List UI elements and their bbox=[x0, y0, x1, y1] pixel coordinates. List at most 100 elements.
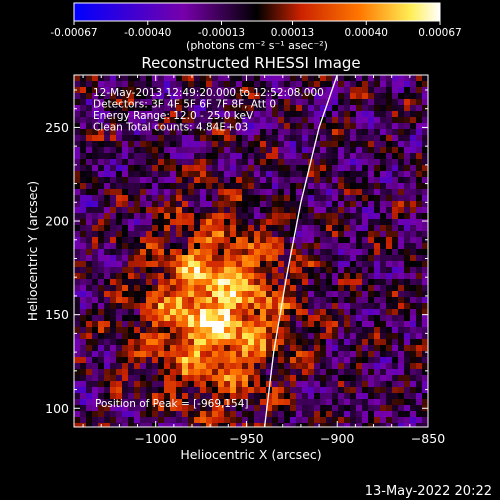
heatmap-cell bbox=[386, 207, 393, 214]
heatmap-cell bbox=[188, 399, 195, 406]
heatmap-cell bbox=[134, 75, 141, 82]
heatmap-cell bbox=[152, 321, 159, 328]
heatmap-cell bbox=[404, 87, 411, 94]
heatmap-cell bbox=[308, 303, 315, 310]
heatmap-cell bbox=[296, 411, 303, 418]
heatmap-cell bbox=[320, 339, 327, 346]
heatmap-cell bbox=[362, 159, 369, 166]
heatmap-cell bbox=[308, 417, 315, 424]
heatmap-cell bbox=[368, 405, 375, 412]
heatmap-cell bbox=[284, 285, 291, 292]
heatmap-cell bbox=[260, 333, 267, 340]
heatmap-cell bbox=[368, 105, 375, 112]
heatmap-cell bbox=[302, 141, 309, 148]
heatmap-cell bbox=[182, 111, 189, 118]
heatmap-cell bbox=[194, 351, 201, 358]
heatmap-cell bbox=[152, 123, 159, 130]
heatmap-cell bbox=[296, 213, 303, 220]
heatmap-cell bbox=[320, 393, 327, 400]
heatmap-cell bbox=[134, 387, 141, 394]
heatmap-cell bbox=[374, 195, 381, 202]
heatmap-cell bbox=[404, 243, 411, 250]
heatmap-cell bbox=[128, 291, 135, 298]
heatmap-cell bbox=[158, 141, 165, 148]
heatmap-cell bbox=[416, 417, 423, 424]
heatmap-cell bbox=[338, 381, 345, 388]
heatmap-cell bbox=[194, 321, 201, 328]
heatmap-cell bbox=[386, 255, 393, 262]
heatmap-cell bbox=[212, 261, 219, 268]
heatmap-cell bbox=[314, 375, 321, 382]
heatmap-cell bbox=[320, 327, 327, 334]
heatmap-cell bbox=[302, 147, 309, 154]
heatmap-cell bbox=[224, 189, 231, 196]
heatmap-cell bbox=[410, 153, 417, 160]
heatmap-cell bbox=[332, 165, 339, 172]
heatmap-cell bbox=[104, 81, 111, 88]
heatmap-cell bbox=[230, 93, 237, 100]
heatmap-cell bbox=[422, 291, 428, 298]
heatmap-cell bbox=[92, 309, 99, 316]
heatmap-cell bbox=[242, 261, 249, 268]
heatmap-cell bbox=[152, 183, 159, 190]
heatmap-cell bbox=[278, 195, 285, 202]
heatmap-cell bbox=[212, 411, 219, 418]
heatmap-cell bbox=[206, 261, 213, 268]
heatmap-cell bbox=[422, 153, 428, 160]
heatmap-cell bbox=[362, 291, 369, 298]
heatmap-cell bbox=[332, 195, 339, 202]
heatmap-cell bbox=[116, 111, 123, 118]
heatmap-cell bbox=[158, 87, 165, 94]
heatmap-cell bbox=[248, 177, 255, 184]
heatmap-cell bbox=[224, 129, 231, 136]
heatmap-cell bbox=[152, 351, 159, 358]
heatmap-cell bbox=[368, 387, 375, 394]
heatmap-cell bbox=[152, 237, 159, 244]
heatmap-cell bbox=[116, 219, 123, 226]
heatmap-cell bbox=[332, 153, 339, 160]
heatmap-cell bbox=[98, 123, 105, 130]
heatmap-cell bbox=[110, 159, 117, 166]
heatmap-cell bbox=[416, 123, 423, 130]
heatmap-cell bbox=[332, 147, 339, 154]
heatmap-cell bbox=[284, 123, 291, 130]
heatmap-cell bbox=[422, 99, 428, 106]
heatmap-cell bbox=[176, 417, 183, 424]
heatmap-cell bbox=[356, 159, 363, 166]
heatmap-cell bbox=[140, 111, 147, 118]
heatmap-cell bbox=[362, 387, 369, 394]
heatmap-cell bbox=[404, 129, 411, 136]
heatmap-cell bbox=[134, 345, 141, 352]
heatmap-cell bbox=[182, 261, 189, 268]
heatmap-cell bbox=[164, 291, 171, 298]
heatmap-cell bbox=[224, 375, 231, 382]
heatmap-cell bbox=[362, 231, 369, 238]
heatmap-cell bbox=[86, 363, 93, 370]
heatmap-cell bbox=[320, 165, 327, 172]
heatmap-cell bbox=[272, 81, 279, 88]
heatmap-cell bbox=[122, 159, 129, 166]
heatmap-cell bbox=[308, 279, 315, 286]
heatmap-cell bbox=[104, 423, 111, 427]
heatmap-cell bbox=[332, 387, 339, 394]
heatmap-cell bbox=[326, 321, 333, 328]
heatmap-cell bbox=[230, 375, 237, 382]
heatmap-cell bbox=[410, 111, 417, 118]
heatmap-cell bbox=[410, 231, 417, 238]
heatmap-cell bbox=[362, 243, 369, 250]
heatmap-cell bbox=[368, 411, 375, 418]
heatmap-cell bbox=[374, 159, 381, 166]
heatmap-cell bbox=[350, 411, 357, 418]
heatmap-cell bbox=[290, 111, 297, 118]
heatmap-cell bbox=[176, 399, 183, 406]
heatmap-cell bbox=[278, 123, 285, 130]
heatmap-cell bbox=[398, 321, 405, 328]
heatmap-cell bbox=[272, 219, 279, 226]
heatmap-cell bbox=[302, 171, 309, 178]
heatmap-cell bbox=[104, 207, 111, 214]
heatmap-cell bbox=[380, 135, 387, 142]
heatmap-cell bbox=[200, 315, 207, 322]
heatmap-cell bbox=[170, 171, 177, 178]
heatmap-cell bbox=[218, 249, 225, 256]
heatmap-cell bbox=[140, 177, 147, 184]
